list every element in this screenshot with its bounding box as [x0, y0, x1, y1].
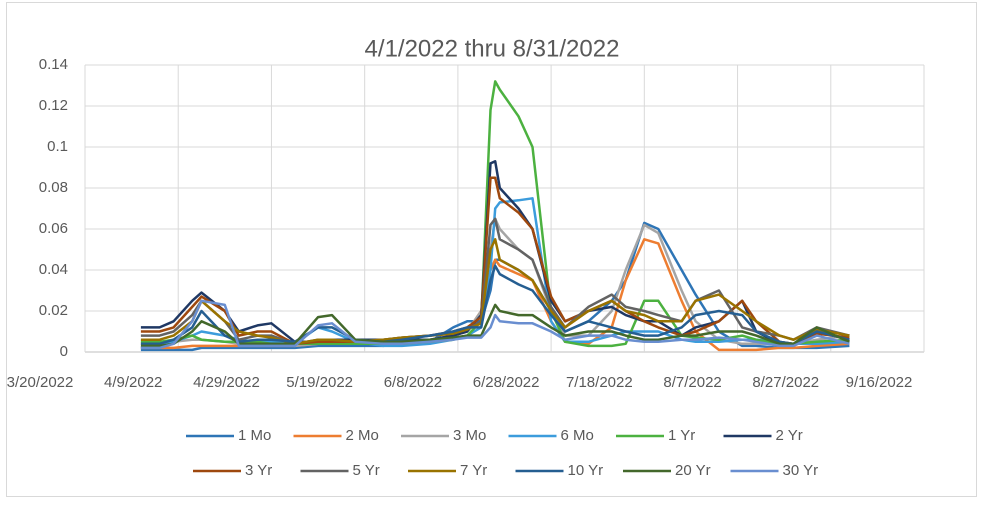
legend-label: 3 Yr — [245, 462, 272, 479]
series-line — [140, 303, 850, 348]
y-tick-label: 0.04 — [39, 261, 68, 278]
series-line — [140, 238, 850, 346]
legend-label: 10 Yr — [568, 462, 604, 479]
y-tick-label: 0.02 — [39, 302, 68, 319]
x-tick-label: 8/27/2022 — [752, 374, 819, 391]
y-tick-label: 0.1 — [47, 138, 68, 155]
y-tick-label: 0.08 — [39, 179, 68, 196]
x-tick-label: 8/7/2022 — [663, 374, 721, 391]
y-tick-label: 0.06 — [39, 220, 68, 237]
series-line — [140, 160, 850, 346]
series-line — [140, 217, 850, 346]
x-tick-label: 6/28/2022 — [473, 374, 540, 391]
x-tick-label: 3/20/2022 — [7, 374, 74, 391]
x-tick-label: 5/19/2022 — [286, 374, 353, 391]
legend-label: 7 Yr — [460, 462, 487, 479]
y-tick-label: 0.12 — [39, 97, 68, 114]
x-tick-label: 4/29/2022 — [193, 374, 260, 391]
legend-label: 2 Mo — [346, 427, 379, 444]
y-tick-label: 0.14 — [39, 56, 68, 73]
legend-label: 3 Mo — [453, 427, 486, 444]
x-tick-label: 9/16/2022 — [846, 374, 913, 391]
legend-label: 6 Mo — [561, 427, 594, 444]
series-line — [140, 299, 850, 350]
series-line — [140, 264, 850, 346]
legend-label: 1 Yr — [668, 427, 695, 444]
y-tick-label: 0 — [60, 343, 68, 360]
legend-label: 2 Yr — [776, 427, 803, 444]
chart-title: 4/1/2022 thru 8/31/2022 — [365, 35, 620, 62]
legend-label: 5 Yr — [353, 462, 380, 479]
legend-label: 30 Yr — [783, 462, 819, 479]
x-tick-label: 4/9/2022 — [104, 374, 162, 391]
legend-label: 1 Mo — [238, 427, 271, 444]
legend-label: 20 Yr — [675, 462, 711, 479]
x-tick-label: 6/8/2022 — [384, 374, 442, 391]
x-tick-label: 7/18/2022 — [566, 374, 633, 391]
